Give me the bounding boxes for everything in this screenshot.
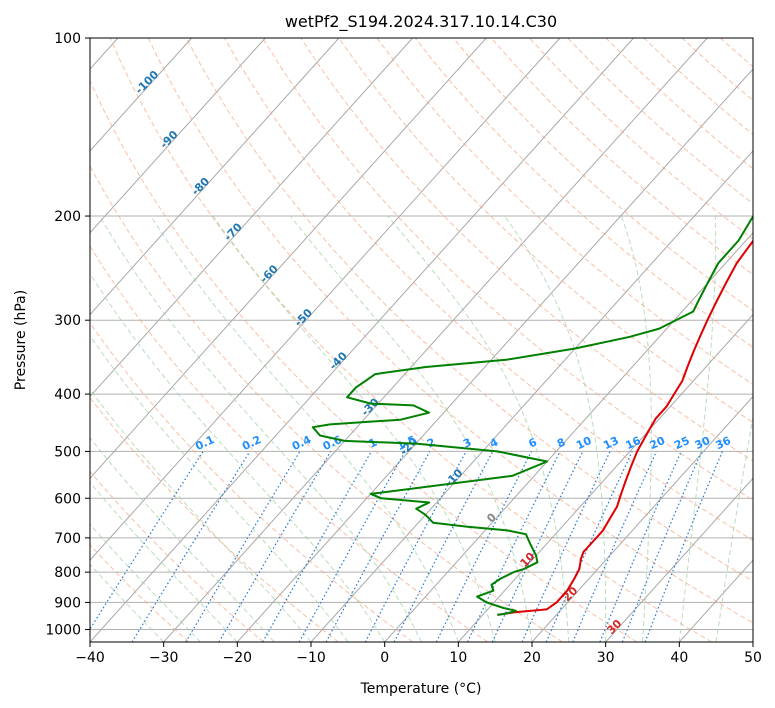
dry-adiabat-line (262, 38, 753, 501)
x-tick-label: 10 (449, 650, 467, 666)
mixing-ratio-line (621, 451, 703, 642)
moist-adiabat-line (90, 523, 201, 642)
x-tick-label: −20 (223, 650, 253, 666)
isotherm-line (90, 38, 561, 561)
x-tick-label: 30 (597, 650, 615, 666)
moist-adiabat-line (504, 215, 607, 642)
sounding-series (311, 214, 753, 616)
x-tick-label: 50 (744, 650, 762, 666)
mixing-ratio-line (298, 451, 406, 642)
moist-adiabat-line (90, 388, 312, 642)
isotherm-line (90, 38, 266, 234)
y-tick-label: 200 (54, 209, 81, 225)
isotherm-line (384, 231, 753, 642)
mixing-ratio-line (572, 451, 658, 642)
isotherm-line (90, 38, 413, 398)
isotherm-line (605, 477, 753, 642)
isotherm-line (236, 68, 753, 642)
moist-adiabat-line (90, 563, 165, 642)
dewpoint-line (311, 214, 753, 616)
isotherm-line (90, 38, 487, 480)
plot-frame (89, 37, 754, 643)
mixing-ratio-label: 25 (672, 434, 691, 452)
temperature-line (497, 239, 753, 616)
y-tick-label: 800 (54, 565, 81, 581)
dry-adiabat-line (338, 38, 753, 424)
dry-adiabat-line (90, 165, 563, 642)
mixing-ratio-label: 10 (574, 434, 594, 452)
dry-adiabat-line (224, 38, 753, 541)
dry-adiabat-line (147, 38, 753, 624)
chart-title: wetPf2_S194.2024.317.10.14.C30 (285, 12, 557, 32)
x-tick-label: 0 (380, 650, 389, 666)
moist-adiabat-line (90, 334, 349, 642)
y-tick-label: 700 (54, 531, 81, 547)
dry-adiabat-line (452, 38, 753, 312)
dry-adiabat-line (90, 322, 414, 642)
background-lines (90, 38, 753, 642)
moist-adiabat-line (90, 272, 386, 642)
isotherm-line (90, 38, 192, 152)
y-tick-label: 600 (54, 491, 81, 507)
mixing-ratio-line (644, 451, 723, 642)
mixing-ratio-line (131, 451, 251, 642)
dry-adiabat-line (90, 470, 264, 642)
y-tick-label: 900 (54, 595, 81, 611)
x-axis: −40 −30 −20 −10 0 10 20 30 40 50 (75, 642, 762, 666)
x-tick-label: −40 (75, 650, 105, 666)
x-tick-label: 40 (670, 650, 688, 666)
x-axis-label: Temperature (°C) (360, 681, 482, 697)
mixing-ratio-line (435, 451, 533, 642)
y-tick-label: 1000 (45, 622, 81, 638)
moist-adiabat-line (90, 481, 238, 642)
y-tick-label: 500 (54, 444, 81, 460)
dry-adiabat-line (90, 245, 488, 642)
y-axis-label: Pressure (hPa) (13, 290, 29, 390)
isotherm-line (531, 395, 753, 642)
mixing-ratio-label: 30 (693, 434, 713, 452)
mixing-ratio-line (262, 451, 372, 642)
y-tick-label: 300 (54, 313, 81, 329)
mixing-ratio-line (599, 451, 682, 642)
moist-adiabat-line (90, 437, 275, 642)
y-axis: 100 200 300 400 500 600 700 800 900 1000 (45, 31, 90, 638)
mixing-ratio-line (325, 451, 431, 642)
x-tick-label: −10 (296, 650, 326, 666)
mixing-ratio-label: 20 (648, 434, 668, 452)
isotherm-line (457, 313, 753, 642)
dry-adiabat-line (185, 38, 753, 582)
moist-adiabat-line (150, 215, 459, 642)
isotherm-line (90, 38, 340, 316)
mixing-ratio-label: 36 (714, 434, 734, 452)
moist-adiabat-line (290, 215, 533, 642)
mixing-ratio-labels: 0.1 0.2 0.4 0.6 1 1.5 2 3 4 6 8 10 13 16 20 25 30 36 (193, 433, 733, 453)
moist-adiabat-line (99, 215, 422, 642)
dry-adiabat-line (376, 38, 753, 386)
moist-adiabat-line (212, 215, 496, 642)
mixing-ratio-label: 13 (601, 434, 620, 452)
moist-adiabat-line (621, 215, 652, 642)
x-tick-label: 20 (523, 650, 541, 666)
mixing-ratio-line (90, 451, 204, 631)
y-tick-label: 100 (54, 31, 81, 47)
y-tick-label: 400 (54, 387, 81, 403)
isotherm-line (163, 38, 708, 642)
moist-adiabat-line (678, 215, 717, 642)
x-tick-label: −30 (149, 650, 179, 666)
